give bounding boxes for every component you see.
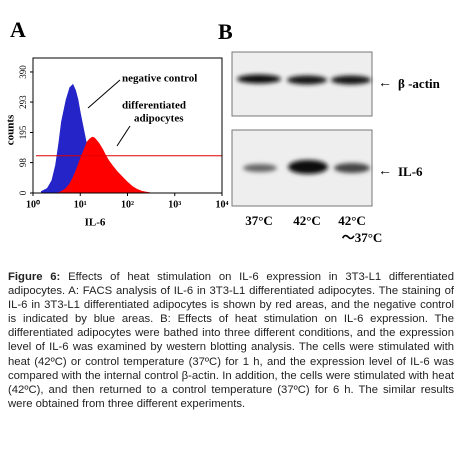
lane-label: 42°C	[293, 213, 321, 228]
annotation: negative control	[122, 73, 197, 85]
lane-label: 42°C	[338, 213, 366, 228]
x-axis-label: IL-6	[85, 217, 106, 229]
arrow	[116, 125, 131, 147]
annotation: differentiated	[122, 100, 186, 112]
figure: A counts IL-6 negative control different…	[5, 17, 441, 245]
caption-text: Effects of heat stimulation on IL-6 expr…	[8, 271, 454, 410]
bands	[237, 74, 371, 174]
y-tick-label: 98	[18, 158, 28, 168]
band	[288, 160, 328, 174]
band	[331, 75, 371, 85]
panel-label: A	[10, 17, 26, 42]
caption: Figure 6: Effects of heat stimulation on…	[8, 270, 454, 411]
band-label: β -actin	[398, 76, 441, 91]
x-tick-label: 10⁴	[216, 199, 229, 210]
arrow	[87, 79, 121, 109]
histogram-area	[41, 136, 156, 194]
y-tick-label: 195	[18, 125, 28, 139]
x-tick-label: 10¹	[74, 199, 87, 210]
band	[334, 163, 370, 173]
annotation: adipocytes	[134, 113, 184, 125]
band-label: IL-6	[398, 164, 423, 179]
histogram	[36, 83, 222, 194]
band	[237, 74, 281, 84]
panel-label: B	[218, 19, 233, 44]
y-axis-label: counts	[5, 114, 17, 145]
y-tick-label: 0	[18, 190, 28, 195]
caption-label: Figure 6:	[8, 271, 61, 283]
x-tick-label: 10²	[121, 199, 134, 210]
y-tick-label: 293	[18, 95, 28, 109]
band	[243, 164, 277, 172]
x-tick-label: 10⁰	[26, 199, 40, 210]
band	[287, 75, 327, 85]
arrow-glyph: ←	[378, 164, 392, 179]
lane-label: 37°C	[245, 213, 273, 228]
y-tick-label: 390	[18, 65, 28, 79]
x-tick-label: 10³	[168, 199, 181, 210]
lane-label: ～37°C	[342, 230, 383, 245]
arrow-glyph: ←	[378, 76, 392, 91]
